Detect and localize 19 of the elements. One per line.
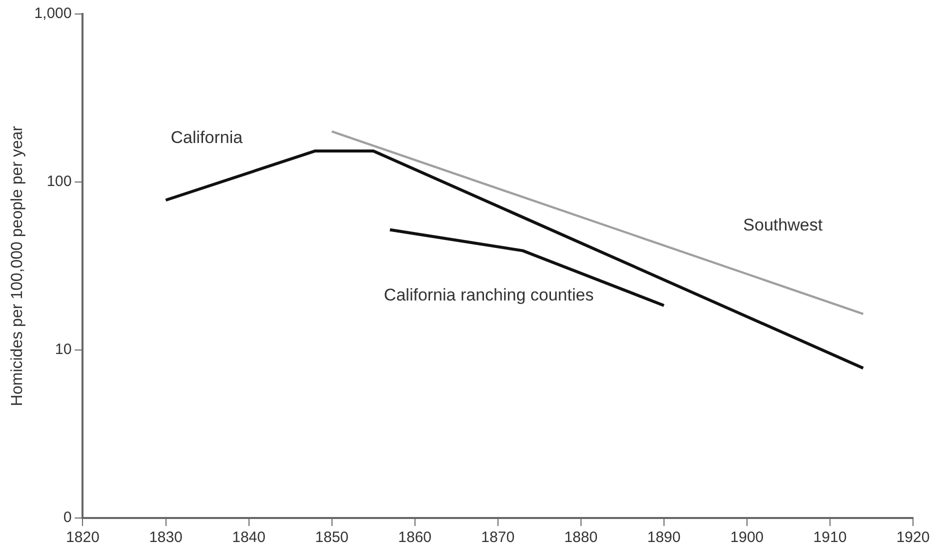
x-tick-label: 1880 — [564, 529, 598, 546]
text: Southwest — [743, 216, 823, 235]
y-tick-label: 100 — [46, 173, 72, 190]
x-tick-label: 1920 — [896, 529, 930, 546]
x-tick-label: 1890 — [647, 529, 681, 546]
series-label: California ranching counties — [384, 285, 594, 304]
x-tick-label: 1900 — [730, 529, 764, 546]
x-tick-label: 1910 — [813, 529, 847, 546]
series-label: California — [170, 128, 244, 147]
x-tick-label: 1870 — [481, 529, 515, 546]
x-tick-label: 1820 — [66, 529, 100, 546]
x-tick-label: 1840 — [232, 529, 266, 546]
x-tick-label: 1850 — [315, 529, 349, 546]
y-axis-title: Homicides per 100,000 people per year — [9, 125, 26, 406]
y-tick-label: 0 — [63, 509, 72, 526]
y-tick-label: 10 — [55, 341, 72, 358]
y-tick-label: 1,000 — [34, 5, 72, 22]
x-tick-label: 1830 — [149, 529, 182, 546]
x-tick-label: 1860 — [398, 529, 432, 546]
